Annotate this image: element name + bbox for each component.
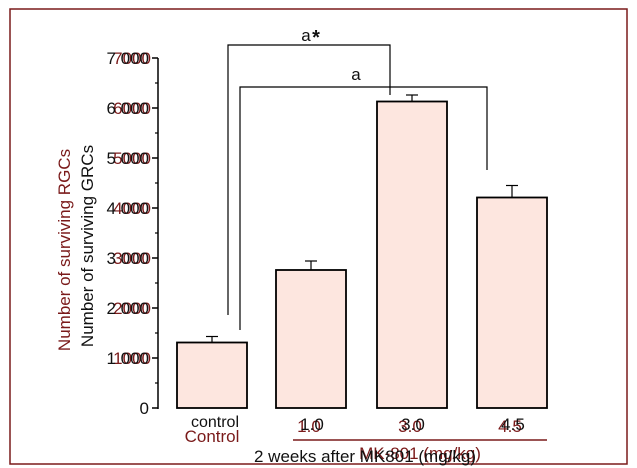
significance-bracket [227, 44, 391, 315]
significance-bracket [239, 86, 488, 330]
y-tick-label-overlay: 7000 [113, 49, 151, 68]
bars [176, 100, 548, 409]
y-tick-label-overlay: 4000 [113, 199, 151, 218]
error-bars [206, 94, 518, 343]
y-tick-label: 7 000 [106, 49, 149, 68]
x-tick-label-overlay: 1.0 [297, 417, 321, 436]
significance-brackets: a *a [227, 26, 488, 330]
significance-label: a [351, 65, 361, 84]
y-tick-label: 3 000 [106, 249, 149, 268]
y-tick-label: 5 000 [106, 149, 149, 168]
x-tick-label-overlay: 4.5 [498, 417, 522, 436]
bar [476, 196, 548, 409]
y-tick-label: 4 000 [106, 199, 149, 218]
bar [275, 269, 347, 409]
y-axis-label: Number of surviving GRCs [78, 145, 97, 347]
y-tick-label-overlay: 2000 [113, 299, 151, 318]
x-tick-label: 1.0 [300, 415, 324, 434]
y-tick-label-overlay: 1000 [113, 349, 151, 368]
x-axis-label: 2 weeks after MK801 (mg/kg) [254, 447, 476, 466]
x-tick-label-overlay: Control [185, 427, 240, 446]
x-tick-label-overlay: 3.0 [398, 417, 422, 436]
x-tick-label: control [191, 414, 239, 431]
y-axis-label-overlay: Number of surviving RGCs [55, 149, 74, 351]
x-axis-label-overlay: MK-801 (mg/kg) [359, 444, 481, 463]
x-tick-label: 3.0 [401, 415, 425, 434]
bar [376, 100, 448, 409]
y-tick-label-overlay: 3000 [113, 249, 151, 268]
x-tick-label: 4.5 [501, 415, 525, 434]
y-tick-label: 0 [140, 399, 149, 418]
y-tick-label-overlay: 5000 [113, 149, 151, 168]
y-tick-label: 6 000 [106, 99, 149, 118]
y-tick-label-overlay: 6000 [113, 99, 151, 118]
bar [176, 341, 248, 409]
significance-marker: * [312, 27, 320, 49]
y-tick-label: 1 000 [106, 349, 149, 368]
y-tick-label: 2 000 [106, 299, 149, 318]
significance-label: a [301, 26, 311, 45]
